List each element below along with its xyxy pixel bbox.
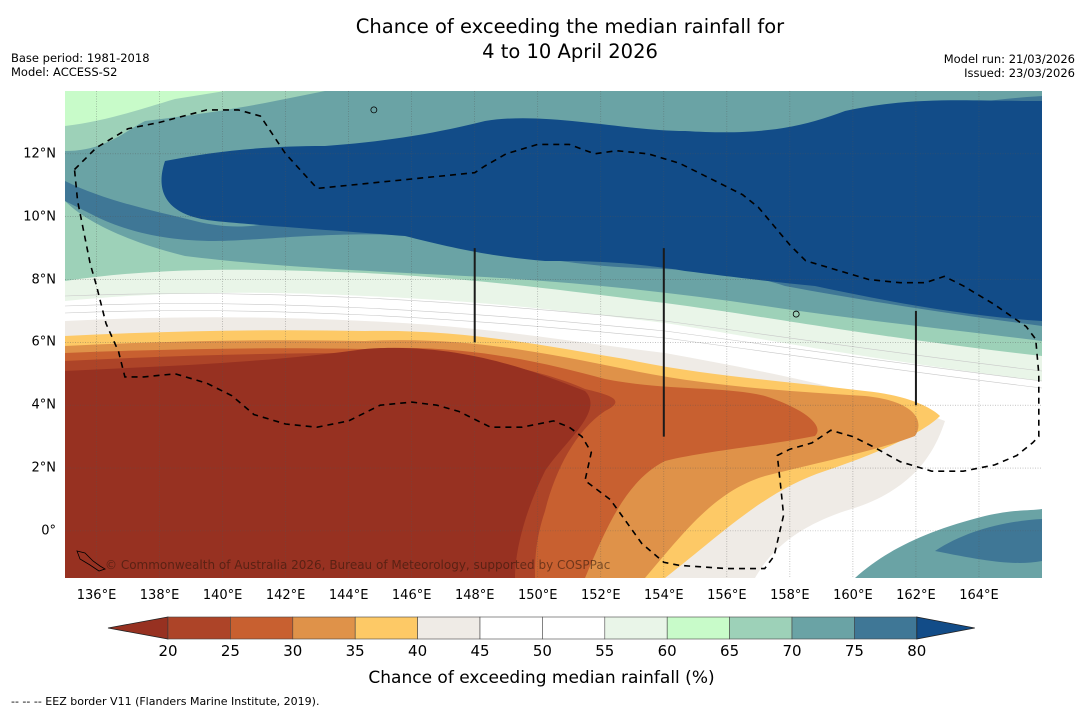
contour-band-12 — [65, 347, 591, 578]
lon-tick-label: 144°E — [328, 588, 369, 603]
colorbar-segment-50-55 — [542, 616, 606, 640]
contour-lines — [65, 293, 1042, 389]
colorbar-segment-30-35 — [292, 616, 356, 640]
colorbar-segment-25-30 — [230, 616, 294, 640]
colorbar-segment-70-75 — [791, 616, 855, 640]
colorbar-tick-label: 75 — [844, 642, 864, 660]
lon-tick-label: 136°E — [76, 588, 117, 603]
colorbar-extend-low — [107, 616, 169, 640]
rainfall-map — [65, 91, 1042, 578]
colorbar-segment-20-25 — [167, 616, 231, 640]
colorbar-tick-label: 50 — [532, 642, 552, 660]
lon-tick-label: 156°E — [707, 588, 747, 603]
lat-tick-label: 2°N — [31, 460, 57, 476]
colorbar-tick-label: 80 — [907, 642, 927, 660]
contour-line-0 — [65, 293, 1042, 372]
title-line-2: 4 to 10 April 2026 — [482, 40, 658, 63]
colorbar-tick-label: 40 — [408, 642, 428, 660]
colorbar-tick-label: 65 — [720, 642, 740, 660]
lon-tick-label: 146°E — [391, 588, 432, 603]
map-panel — [65, 91, 1042, 578]
lon-tick-label: 142°E — [265, 588, 306, 603]
colorbar-tick-label: 20 — [158, 642, 178, 660]
lat-tick-label: 0° — [41, 523, 56, 539]
issued-date: Issued: 23/03/2026 — [964, 66, 1075, 80]
island-guam — [370, 106, 378, 114]
lon-tick-label: 138°E — [139, 588, 180, 603]
lon-tick-label: 158°E — [770, 588, 810, 603]
lon-tick-label: 154°E — [644, 588, 684, 603]
chart-title: Chance of exceeding the median rainfall … — [0, 14, 1085, 64]
islands — [76, 106, 800, 572]
lat-tick-label: 8°N — [31, 272, 57, 288]
lat-tick-label: 6°N — [31, 334, 57, 350]
lon-tick-label: 160°E — [833, 588, 873, 603]
eez-border — [73, 109, 1040, 570]
lat-tick-label: 12°N — [23, 146, 56, 162]
eez-legend-note: -- -- -- EEZ border V11 (Flanders Marine… — [11, 695, 320, 708]
run-info: Model run: 21/03/2026 Issued: 23/03/2026 — [944, 52, 1075, 80]
colorbar-segment-75-80 — [854, 616, 918, 640]
base-period: Base period: 1981-2018 — [11, 51, 150, 65]
title-line-1: Chance of exceeding the median rainfall … — [355, 15, 785, 38]
eez-border-line — [73, 109, 1040, 570]
colorbar-label: Chance of exceeding median rainfall (%) — [368, 668, 715, 688]
lon-tick-label: 164°E — [959, 588, 999, 603]
lon-tick-label: 162°E — [896, 588, 936, 603]
lat-tick-label: 4°N — [31, 397, 57, 413]
colorbar-tick-label: 35 — [345, 642, 365, 660]
contour-band-14 — [935, 519, 1042, 563]
model-name: Model: ACCESS-S2 — [11, 65, 118, 79]
colorbar-segment-40-45 — [417, 616, 481, 640]
colorbar-segment-65-70 — [729, 616, 793, 640]
boundary-markers — [473, 248, 917, 437]
colorbar-tick-label: 70 — [782, 642, 802, 660]
lon-tick-label: 140°E — [202, 588, 243, 603]
lon-tick-label: 152°E — [581, 588, 621, 603]
model-run-date: Model run: 21/03/2026 — [943, 52, 1075, 66]
lat-tick-label: 10°N — [23, 209, 56, 225]
probability-contours — [65, 91, 1042, 578]
model-info: Base period: 1981-2018 Model: ACCESS-S2 — [11, 51, 150, 79]
colorbar — [107, 616, 975, 640]
island-pohnpei — [792, 310, 800, 318]
colorbar-tick-label: 60 — [657, 642, 677, 660]
colorbar-segment-55-60 — [604, 616, 668, 640]
colorbar-tick-label: 55 — [595, 642, 615, 660]
colorbar-tick-label: 25 — [220, 642, 240, 660]
graticule — [65, 91, 1042, 578]
colorbar-segment-60-65 — [666, 616, 730, 640]
colorbar-segment-35-40 — [354, 616, 418, 640]
colorbar-tick-label: 45 — [470, 642, 490, 660]
contour-line-2 — [65, 310, 1042, 389]
colorbar-tick-label: 30 — [283, 642, 303, 660]
island-outline — [76, 550, 106, 572]
colorbar-extend-high — [916, 616, 975, 640]
colorbar-segment-45-50 — [479, 616, 543, 640]
lon-tick-label: 150°E — [517, 588, 558, 603]
copyright-notice: © Commonwealth of Australia 2026, Bureau… — [105, 558, 611, 572]
contour-line-1 — [65, 303, 1042, 382]
lon-tick-label: 148°E — [454, 588, 495, 603]
